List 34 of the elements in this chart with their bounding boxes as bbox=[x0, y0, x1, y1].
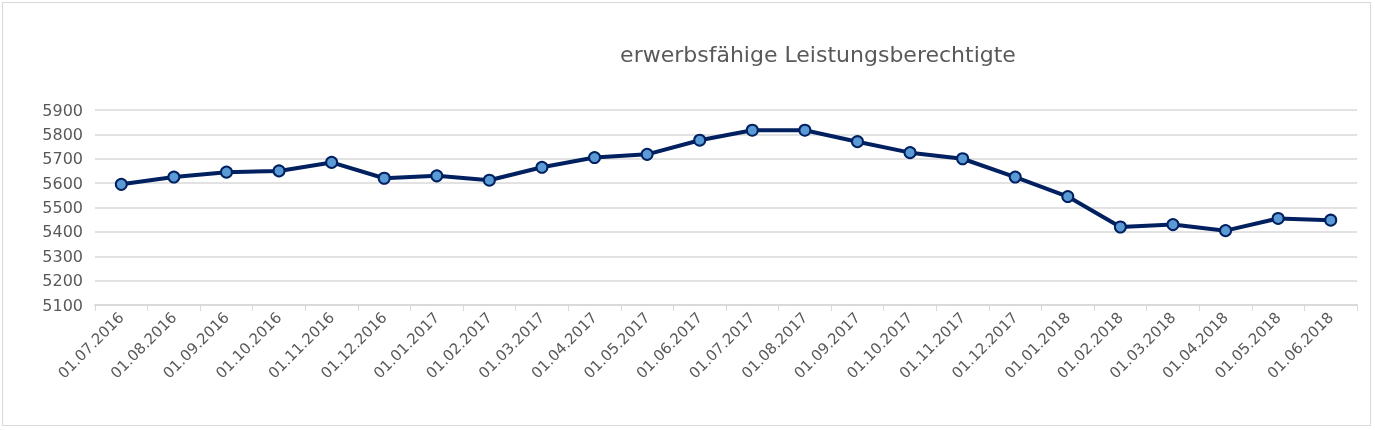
y-tick-label: 5800 bbox=[42, 124, 83, 144]
point bbox=[745, 123, 759, 137]
point bbox=[1271, 211, 1285, 225]
point bbox=[1166, 218, 1180, 232]
point bbox=[1061, 190, 1075, 204]
point bbox=[114, 177, 128, 191]
point bbox=[956, 152, 970, 166]
chart-title: erwerbsfähige Leistungsberechtigte bbox=[620, 41, 1016, 67]
point bbox=[430, 169, 444, 183]
point bbox=[693, 133, 707, 147]
point bbox=[640, 147, 654, 161]
y-tick-label: 5400 bbox=[42, 222, 83, 242]
point bbox=[535, 160, 549, 174]
y-tick-label: 5700 bbox=[42, 149, 83, 169]
y-tick-label: 5100 bbox=[42, 295, 83, 315]
point bbox=[1219, 224, 1233, 238]
point bbox=[1008, 170, 1022, 184]
point bbox=[903, 146, 917, 160]
point bbox=[272, 164, 286, 178]
point bbox=[325, 155, 339, 169]
y-tick-label: 5600 bbox=[42, 173, 83, 193]
point bbox=[167, 170, 181, 184]
point bbox=[377, 171, 391, 185]
point bbox=[219, 165, 233, 179]
y-tick-label: 5500 bbox=[42, 198, 83, 217]
point bbox=[1324, 213, 1338, 227]
y-tick-label: 5200 bbox=[42, 271, 83, 291]
y-tick-label: 5900 bbox=[42, 100, 83, 120]
point bbox=[588, 151, 602, 165]
point bbox=[850, 135, 864, 149]
point bbox=[482, 173, 496, 187]
y-tick-label: 5300 bbox=[42, 246, 83, 266]
point bbox=[798, 123, 812, 137]
point bbox=[1113, 220, 1127, 234]
